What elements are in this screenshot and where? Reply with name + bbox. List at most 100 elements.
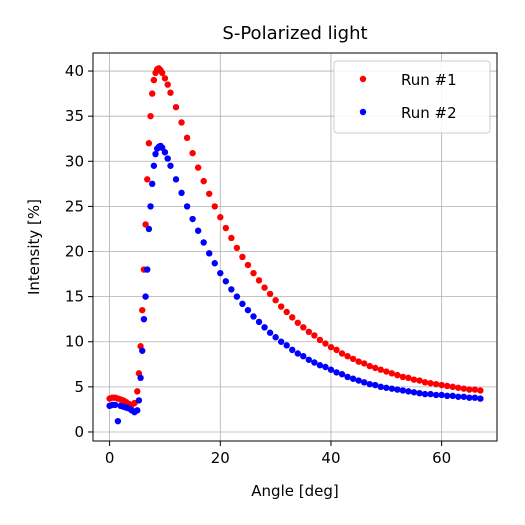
data-point [432,391,440,399]
data-point [178,189,185,197]
data-point [139,306,146,314]
data-point [211,203,218,210]
data-point [327,343,335,351]
data-point [150,76,158,84]
data-point [250,313,257,320]
data-point [167,162,174,169]
data-point [377,366,384,373]
data-point [145,140,153,147]
data-point [147,203,154,210]
data-point [283,308,290,316]
data-point [394,386,401,393]
data-point [294,319,301,326]
data-point [200,239,207,246]
plot-frame [92,52,498,442]
ticks: 0 20 40 60 0 5 10 15 20 25 30 35 40 [65,62,451,467]
data-point [455,393,462,400]
data-point [111,401,119,409]
data-point [477,395,484,402]
data-point [471,394,479,401]
data-point [449,392,456,400]
legend-frame [333,60,491,134]
y-tick-label: 10 [65,333,84,351]
series-run-2 [106,142,484,425]
data-point [189,215,196,223]
data-point [300,352,307,360]
data-point [438,391,445,399]
data-point [114,417,122,425]
y-tick-label: 25 [65,197,84,215]
data-point [399,373,407,381]
data-point [152,150,159,158]
data-point [372,364,379,372]
y-axis-label: Intensity [%] [25,199,43,295]
data-point [228,286,235,293]
data-point [443,382,451,390]
y-tick-label: 15 [65,288,84,306]
data-point [300,324,307,331]
data-point [145,225,153,233]
data-point [432,380,440,388]
data-point [449,383,456,391]
data-point [183,203,191,210]
data-point [360,360,368,367]
data-point [443,392,451,400]
x-axis-label: Angle [deg] [251,482,338,500]
data-point [427,380,434,387]
data-point [222,278,230,285]
data-point [140,315,148,323]
data-point [294,350,301,357]
data-point [471,386,479,393]
data-point [239,253,246,261]
data-point [410,376,418,383]
data-point [144,176,151,183]
data-point [244,306,252,314]
data-point [383,384,390,391]
y-tick-label: 40 [65,62,84,80]
data-point [144,266,151,273]
data-point [372,381,379,389]
data-point [383,368,390,375]
data-point [194,164,202,171]
legend-marker-run-2 [359,108,367,116]
data-point [172,103,180,111]
data-point [217,269,224,277]
data-point [222,224,230,232]
data-point [377,383,384,391]
data-point [266,329,274,336]
data-point [161,149,169,156]
data-point [410,389,418,396]
x-tick-label: 60 [432,449,451,467]
data-point [194,227,202,234]
data-point [344,373,351,381]
legend-label-run-2: Run #2 [401,104,457,122]
data-point [460,393,467,400]
data-point [455,384,462,391]
data-point [233,244,241,252]
data-point [322,363,329,371]
data-point [167,89,174,96]
data-point [388,385,396,392]
y-tick-label: 20 [65,243,84,261]
data-point [142,293,149,300]
data-point [405,388,412,395]
data-point [477,387,484,394]
data-point [283,342,290,349]
data-point [261,324,268,331]
data-point [172,176,180,183]
data-point [438,381,445,389]
data-point [316,362,324,369]
data-point [421,379,429,386]
data-point [338,350,346,357]
x-tick-label: 20 [211,449,230,467]
data-point [261,284,268,291]
data-point [311,332,318,339]
data-point [399,387,407,394]
data-point [416,389,423,397]
y-tick-label: 5 [74,378,84,396]
data-point [255,277,263,284]
data-point [289,314,296,321]
data-point [137,374,144,382]
data-point [466,386,473,393]
chart-title: S-Polarized light [222,23,367,44]
